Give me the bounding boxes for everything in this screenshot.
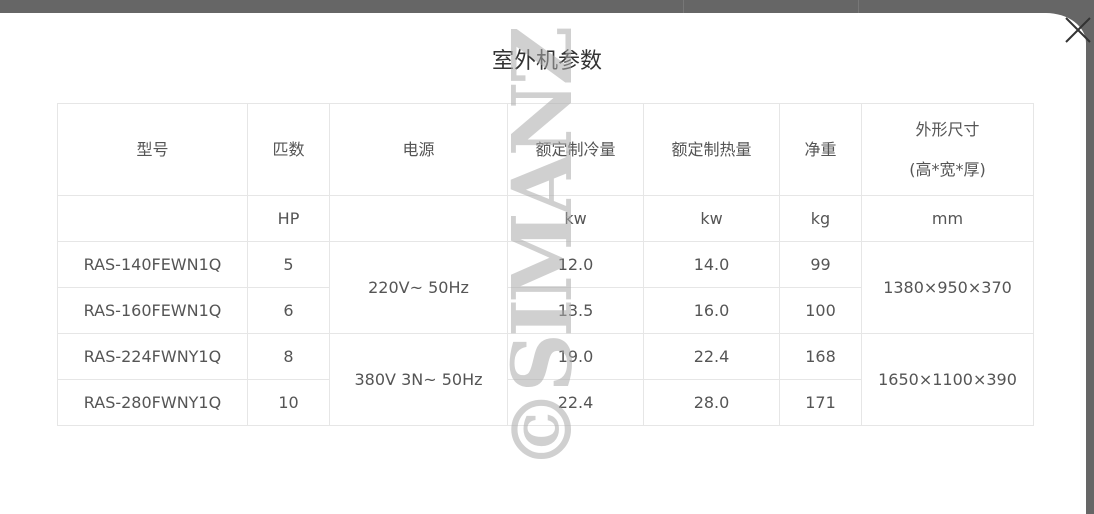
power-cell: 220V~ 50Hz (329, 241, 508, 334)
header-heating: 额定制热量 (643, 103, 780, 196)
unit-cell: kw (643, 195, 780, 242)
header-power: 电源 (329, 103, 508, 196)
unit-cell: kg (779, 195, 862, 242)
unit-cell (329, 195, 508, 242)
hp-cell: 10 (247, 379, 330, 426)
table-row: RAS-140FEWN1Q 5 220V~ 50Hz 12.0 14.0 99 … (57, 241, 1034, 334)
header-model: 型号 (57, 103, 248, 196)
unit-cell (57, 195, 248, 242)
heating-cell: 28.0 (643, 379, 780, 426)
model-cell: RAS-140FEWN1Q (57, 241, 248, 288)
unit-cell: kw (507, 195, 644, 242)
power-cell: 380V 3N~ 50Hz (329, 333, 508, 426)
dialog-title: 室外机参数 (491, 49, 602, 74)
hp-cell: 8 (247, 333, 330, 380)
background-overlay (0, 0, 1094, 13)
header-size-sub: (高*宽*厚) (909, 159, 986, 179)
weight-cell: 100 (779, 287, 862, 334)
units-row: HP kw kw kg mm (57, 195, 1034, 242)
header-size-label: 外形尺寸 (915, 119, 980, 139)
close-x-icon[interactable] (1062, 14, 1094, 46)
background-divider (858, 0, 859, 13)
params-table: 型号 匹数 电源 额定制冷量 额定制热量 净重 外形尺寸 (高*宽*厚) HP k… (57, 103, 1034, 426)
header-weight: 净重 (779, 103, 862, 196)
size-cell: 1650×1100×390 (861, 333, 1034, 426)
background-divider (683, 0, 684, 13)
weight-cell: 168 (779, 333, 862, 380)
size-cell: 1380×950×370 (861, 241, 1034, 334)
unit-cell: HP (247, 195, 330, 242)
model-cell: RAS-224FWNY1Q (57, 333, 248, 380)
cooling-cell: 19.0 (507, 333, 644, 380)
model-cell: RAS-280FWNY1Q (57, 379, 248, 426)
cooling-cell: 13.5 (507, 287, 644, 334)
weight-cell: 171 (779, 379, 862, 426)
unit-cell: mm (861, 195, 1034, 242)
model-cell: RAS-160FEWN1Q (57, 287, 248, 334)
heating-cell: 16.0 (643, 287, 780, 334)
hp-cell: 6 (247, 287, 330, 334)
heating-cell: 14.0 (643, 241, 780, 288)
header-cooling: 额定制冷量 (507, 103, 644, 196)
cooling-cell: 22.4 (507, 379, 644, 426)
cooling-cell: 12.0 (507, 241, 644, 288)
table-row: RAS-224FWNY1Q 8 380V 3N~ 50Hz 19.0 22.4 … (57, 333, 1034, 426)
header-row: 型号 匹数 电源 额定制冷量 额定制热量 净重 外形尺寸 (高*宽*厚) (57, 103, 1034, 196)
header-size: 外形尺寸 (高*宽*厚) (861, 103, 1034, 196)
header-hp: 匹数 (247, 103, 330, 196)
weight-cell: 99 (779, 241, 862, 288)
heating-cell: 22.4 (643, 333, 780, 380)
table-row: RAS-280FWNY1Q 10 22.4 28.0 171 (57, 379, 1034, 426)
hp-cell: 5 (247, 241, 330, 288)
table-row: RAS-160FEWN1Q 6 13.5 16.0 100 (57, 287, 1034, 334)
